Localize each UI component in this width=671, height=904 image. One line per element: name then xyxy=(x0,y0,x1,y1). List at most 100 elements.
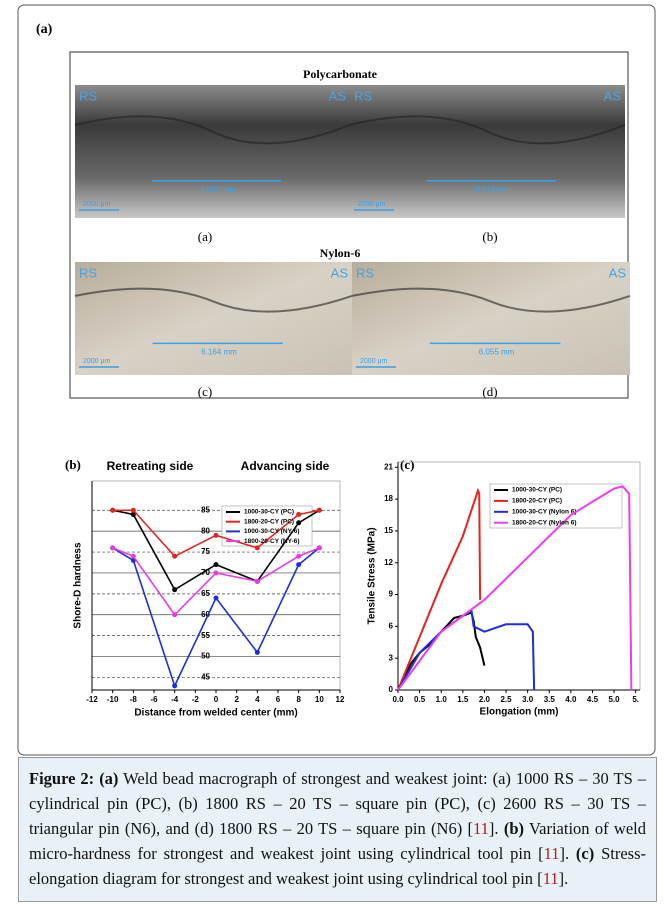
caption-text: ]. xyxy=(559,844,569,863)
legend-label: 1800-20-CY (PC) xyxy=(512,498,562,505)
data-point xyxy=(214,596,219,601)
measure-label: 8.716 mm xyxy=(475,185,511,194)
caption: Figure 2: (a) Weld bead macrograph of st… xyxy=(18,757,657,902)
macrograph xyxy=(75,262,352,375)
image-caption: (b) xyxy=(482,229,497,244)
data-point xyxy=(296,520,301,525)
image-label: RS xyxy=(354,88,372,103)
data-point xyxy=(296,512,301,517)
legend-label: 1000-30-CY (PC) xyxy=(512,487,562,494)
figure: (a) Polycarbonate Nylon-6 (b) (c) RSAS7.… xyxy=(0,0,671,757)
y-tick-label: 50 xyxy=(201,652,210,661)
legend-label: 1800-20-CY (NY-6) xyxy=(244,538,300,545)
x-tick-label: 2.5 xyxy=(500,695,512,704)
caption-text: ]. xyxy=(489,819,499,838)
x-tick-label: 3.0 xyxy=(522,695,534,704)
y-tick-label: 0 xyxy=(389,685,394,694)
image-label: AS xyxy=(329,88,347,103)
x-tick-label: -12 xyxy=(86,695,98,704)
scale-label: 2000 μm xyxy=(83,201,111,208)
image-label: RS xyxy=(79,265,97,280)
x-tick-label: 5.0 xyxy=(609,695,621,704)
data-point xyxy=(255,650,260,655)
x-tick-label: 10 xyxy=(315,695,324,704)
group-title: Polycarbonate xyxy=(303,67,378,81)
x-tick-label: -4 xyxy=(171,695,179,704)
y-tick-label: 15 xyxy=(384,526,393,535)
x-tick-label: 3.5 xyxy=(544,695,556,704)
citation[interactable]: 11 xyxy=(473,819,489,838)
y-tick-label: 21 xyxy=(384,462,393,471)
scale-label: 2000 μm xyxy=(360,358,388,365)
x-tick-label: 2.0 xyxy=(479,695,491,704)
y-tick-label: 9 xyxy=(389,590,394,599)
macrograph xyxy=(352,262,630,375)
panel-label: (c) xyxy=(400,457,414,472)
data-point xyxy=(172,554,177,559)
image-caption: (a) xyxy=(198,229,212,244)
data-point xyxy=(214,533,219,538)
measure-label: 6.055 mm xyxy=(479,347,515,356)
caption-text: (c) xyxy=(576,844,594,863)
citation[interactable]: 11 xyxy=(543,869,559,888)
x-tick-label: 8 xyxy=(296,695,301,704)
image-caption: (d) xyxy=(482,384,497,399)
data-point xyxy=(172,612,177,617)
data-point xyxy=(131,508,136,513)
image-caption: (c) xyxy=(198,384,212,399)
scale-label: 2000 μm xyxy=(358,201,386,208)
data-point xyxy=(110,545,115,550)
y-axis-title: Tensile Stress (MPa) xyxy=(367,527,378,624)
y-tick-label: 45 xyxy=(201,673,210,682)
x-axis-title: Distance from welded center (mm) xyxy=(134,708,297,719)
measure-label: 7.022 mm xyxy=(200,185,236,194)
x-tick-label: -8 xyxy=(130,695,138,704)
legend-label: 1000-30-CY (Nylon 6) xyxy=(512,509,577,516)
data-point xyxy=(214,570,219,575)
legend-label: 1000-30-CY (PC) xyxy=(244,509,294,516)
legend-label: 1800-20-CY (PC) xyxy=(244,518,294,525)
data-point xyxy=(296,562,301,567)
caption-text: (b) xyxy=(504,819,524,838)
caption-text: Figure 2: xyxy=(29,769,94,788)
y-tick-label: 18 xyxy=(384,494,393,503)
y-tick-label: 65 xyxy=(201,589,210,598)
caption-text: ]. xyxy=(559,869,569,888)
legend-label: 1800-20-CY (Nylon 6) xyxy=(512,519,577,526)
y-tick-label: 80 xyxy=(201,526,210,535)
legend-label: 1000-30-CY (NY-6) xyxy=(244,528,300,535)
y-tick-label: 3 xyxy=(389,653,394,662)
image-label: RS xyxy=(356,265,374,280)
annotation: Advancing side xyxy=(241,459,330,473)
caption-text: (a) xyxy=(99,769,118,788)
image-label: AS xyxy=(331,265,349,280)
x-tick-label: 0.5 xyxy=(414,695,426,704)
data-point xyxy=(172,683,177,688)
data-point xyxy=(131,554,136,559)
y-tick-label: 12 xyxy=(384,558,393,567)
image-label: AS xyxy=(604,88,622,103)
x-tick-label: 0 xyxy=(214,695,219,704)
x-tick-label: 4.0 xyxy=(565,695,577,704)
x-tick-label: 1.0 xyxy=(436,695,448,704)
x-tick-label: 1.5 xyxy=(457,695,469,704)
image-label: RS xyxy=(79,88,97,103)
data-point xyxy=(172,587,177,592)
y-tick-label: 6 xyxy=(389,621,394,630)
data-point xyxy=(110,508,115,513)
x-tick-label: 4.5 xyxy=(587,695,599,704)
measure-label: 6.164 mm xyxy=(201,347,237,356)
y-tick-label: 85 xyxy=(201,505,210,514)
x-tick-label: 2 xyxy=(234,695,239,704)
image-label: AS xyxy=(609,265,627,280)
data-point xyxy=(255,545,260,550)
scale-label: 2000 μm xyxy=(83,358,111,365)
page: {"panel_a": {"label": "(a)", "group1_tit… xyxy=(0,0,671,904)
citation[interactable]: 11 xyxy=(544,844,560,863)
data-point xyxy=(214,562,219,567)
data-point xyxy=(317,545,322,550)
panel-label: (a) xyxy=(36,22,53,37)
x-tick-label: 4 xyxy=(255,695,260,704)
x-tick-label: 12 xyxy=(336,695,345,704)
data-point xyxy=(255,579,260,584)
